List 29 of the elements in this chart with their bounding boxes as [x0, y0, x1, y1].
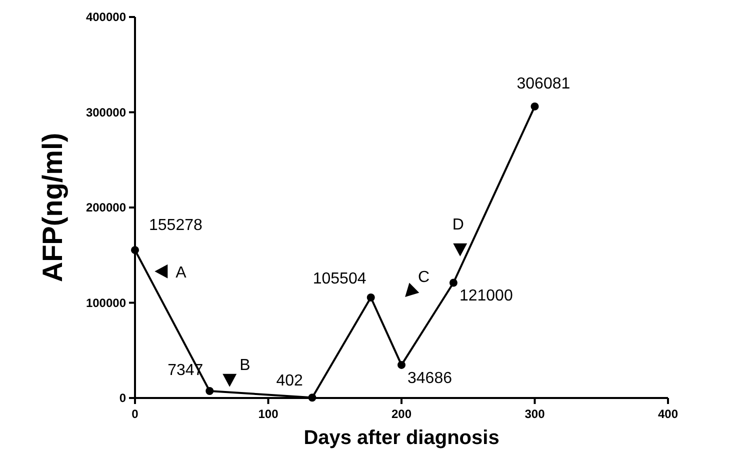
- y-tick-label: 0: [119, 391, 126, 405]
- point: [308, 394, 316, 402]
- y-tick-label: 400000: [86, 10, 126, 24]
- x-tick-label: 400: [658, 407, 678, 421]
- annotation: A: [176, 264, 187, 282]
- data-label: 402: [276, 372, 304, 390]
- point: [398, 360, 406, 369]
- y-axis-title: AFP(ng/ml): [37, 132, 68, 282]
- y-tick-label: 300000: [86, 105, 126, 120]
- point: [206, 387, 214, 395]
- y-tick-label: 100000: [86, 296, 126, 310]
- point: [366, 294, 375, 302]
- x-axis-title: Days after diagnosis: [304, 427, 500, 449]
- annotation: D: [452, 216, 464, 234]
- data-label: 306081: [516, 75, 570, 92]
- point: [449, 278, 458, 287]
- data-label: 121000: [459, 288, 513, 305]
- point: [530, 102, 539, 110]
- data-label: 155278: [149, 217, 202, 234]
- x-tick-label: 0: [132, 407, 139, 421]
- x-tick-label: 100: [258, 407, 279, 421]
- x-tick-label: 300: [524, 407, 546, 421]
- data-label: 34686: [408, 370, 452, 387]
- annotation: B: [240, 356, 250, 374]
- point: [131, 246, 139, 254]
- data-label: 105504: [312, 270, 366, 288]
- y-tick-label: 200000: [86, 200, 126, 214]
- annotation: C: [418, 269, 430, 286]
- x-tick-label: 200: [391, 407, 412, 421]
